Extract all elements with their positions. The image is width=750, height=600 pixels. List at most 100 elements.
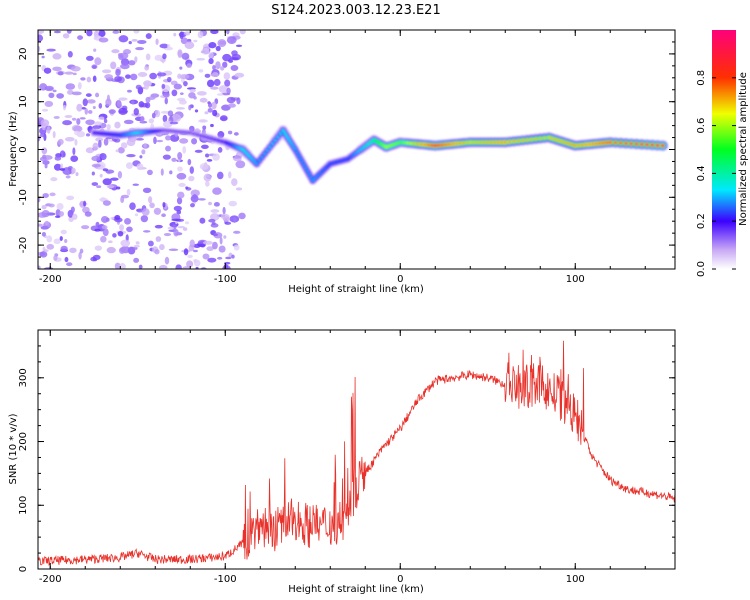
noise-blob — [103, 118, 108, 124]
noise-blob — [205, 180, 210, 187]
ridge-mark — [469, 141, 472, 144]
ridge-mark — [210, 137, 213, 140]
ridge-mark — [173, 130, 176, 133]
snr-series-line — [38, 340, 675, 566]
noise-blob — [140, 215, 149, 223]
noise-blob — [41, 147, 48, 155]
ridge-mark — [181, 130, 184, 134]
noise-blob — [182, 227, 188, 231]
ridge-mark — [427, 143, 430, 147]
ridge-mark — [311, 179, 314, 182]
snr-xtick-label: -200 — [39, 574, 62, 585]
noise-blob — [204, 73, 211, 78]
noise-blob — [48, 92, 55, 99]
noise-blob — [53, 238, 61, 245]
noise-blob — [92, 142, 99, 151]
ridge-mark — [349, 155, 352, 159]
noise-blob — [209, 86, 219, 90]
noise-blob — [91, 182, 99, 187]
noise-blob — [126, 138, 136, 147]
noise-blob — [155, 236, 162, 242]
ridge-mark — [479, 141, 482, 144]
ridge-mark — [351, 154, 355, 157]
noise-blob — [231, 178, 238, 187]
noise-blob — [194, 109, 199, 113]
noise-blob — [72, 213, 78, 220]
noise-blob — [167, 43, 171, 50]
ridge-mark — [413, 142, 416, 145]
noise-blob — [235, 160, 246, 169]
noise-blob — [179, 31, 184, 40]
noise-blob — [177, 166, 183, 172]
noise-blob — [67, 51, 73, 58]
noise-blob — [217, 256, 223, 260]
noise-blob — [161, 83, 166, 89]
noise-blob — [110, 61, 117, 70]
noise-blob — [171, 157, 177, 162]
noise-blob — [236, 97, 241, 105]
noise-blob — [96, 161, 106, 170]
noise-blob — [80, 77, 86, 81]
ridge-mark — [517, 139, 520, 143]
ridge-mark — [315, 176, 318, 179]
ridge-mark — [476, 141, 479, 144]
ridge-mark — [183, 131, 187, 134]
noise-blob — [64, 137, 75, 142]
noise-blob — [92, 75, 97, 82]
noise-blob — [154, 224, 163, 229]
noise-blob — [175, 107, 186, 110]
noise-blob — [154, 248, 160, 255]
noise-blob — [95, 92, 100, 98]
noise-blob — [85, 55, 94, 61]
noise-blob — [189, 88, 196, 93]
noise-blob — [50, 177, 58, 182]
noise-blob — [217, 146, 223, 153]
noise-blob — [163, 120, 173, 128]
noise-blob — [197, 31, 204, 39]
noise-blob — [94, 57, 102, 66]
noise-blob — [65, 83, 76, 90]
noise-blob — [199, 119, 207, 123]
ridge-mark — [162, 129, 166, 132]
snr-ytick-label: 100 — [18, 496, 29, 515]
noise-blob — [84, 211, 92, 217]
noise-blob — [173, 228, 179, 237]
noise-blob — [94, 228, 101, 232]
noise-blob — [44, 85, 54, 92]
noise-blob — [119, 224, 124, 231]
noise-blob — [228, 171, 232, 179]
noise-blob — [53, 255, 58, 261]
noise-blob — [204, 111, 209, 115]
noise-blob — [137, 72, 148, 77]
noise-blob — [220, 66, 225, 71]
noise-blob — [230, 64, 239, 71]
noise-blob — [176, 97, 186, 102]
ridge-mark — [175, 130, 179, 133]
noise-blob — [196, 91, 207, 96]
ridge-mark — [206, 136, 209, 139]
snr-xtick-label: 100 — [566, 574, 585, 585]
noise-blob — [98, 30, 106, 38]
noise-blob — [59, 168, 65, 171]
noise-blob — [108, 240, 113, 244]
ridge-mark — [530, 138, 533, 141]
noise-blob — [231, 50, 238, 56]
ridge-mark — [152, 130, 155, 133]
ridge-mark — [543, 136, 546, 140]
noise-blob — [95, 137, 104, 142]
noise-blob — [222, 61, 228, 68]
noise-blob — [135, 137, 144, 141]
noise-blob — [186, 63, 192, 69]
ridge-mark — [113, 133, 117, 136]
ridge-mark — [367, 142, 370, 145]
noise-blob — [212, 109, 218, 117]
noise-blob — [187, 158, 192, 166]
noise-blob — [194, 149, 203, 153]
noise-blob — [73, 125, 83, 132]
ridge-mark — [521, 139, 524, 142]
noise-blob — [54, 155, 62, 161]
ridge-mark — [416, 142, 419, 146]
spectrogram-ytick-label: 0 — [18, 146, 29, 152]
noise-blob — [72, 72, 77, 76]
noise-blob — [187, 254, 193, 259]
